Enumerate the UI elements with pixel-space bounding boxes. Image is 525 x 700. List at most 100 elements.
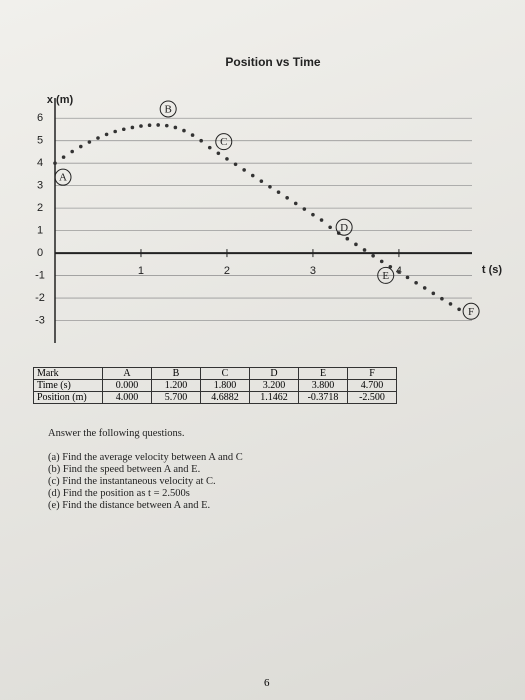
data-dot — [440, 296, 444, 301]
annotation-label: F — [468, 306, 474, 318]
chart-title: Position vs Time — [225, 55, 320, 69]
data-dot — [397, 270, 401, 274]
table-row: Time (s) 0.000 1.200 1.800 3.200 3.800 4.700 — [33, 379, 397, 392]
annotation-label: C — [220, 136, 227, 148]
y-axis-label: x (m) — [47, 94, 74, 106]
annotation-circle — [159, 100, 177, 118]
data-dot — [354, 242, 358, 247]
table-cell: 4.000 — [102, 391, 152, 404]
data-dot — [96, 136, 100, 140]
data-dot — [302, 207, 307, 211]
data-dot — [182, 128, 186, 133]
data-table: Mark A B C D E F Time (s) 0.000 1.200 1.800 3.200 3.… — [33, 367, 397, 404]
y-tick-label: -3 — [35, 314, 45, 326]
question: (c) Find the instantaneous velocity at C… — [48, 476, 216, 487]
table-cell: C — [200, 367, 250, 380]
x-tick-label: 1 — [138, 265, 144, 277]
y-tick-label: 5 — [37, 135, 43, 147]
data-dot — [268, 184, 272, 189]
table-cell: 5.700 — [151, 391, 201, 404]
y-tick-label: 1 — [37, 225, 43, 237]
data-dot — [285, 195, 289, 200]
data-dot — [362, 248, 367, 252]
question: (b) Find the speed between A and E. — [48, 464, 201, 475]
data-dot — [53, 161, 57, 165]
annotation-circle — [54, 168, 72, 186]
table-cell: -0.3718 — [298, 391, 348, 404]
data-dot — [61, 155, 66, 159]
data-dot — [225, 157, 229, 161]
table-row: Position (m) 4.000 5.700 4.6882 1.1462 -0.371… — [33, 391, 397, 404]
y-tick-label: 4 — [37, 157, 43, 169]
data-dot — [405, 275, 410, 280]
annotation-circle — [335, 218, 353, 236]
table-row: Mark A B C D E F — [33, 367, 397, 380]
table-cell: E — [298, 367, 348, 380]
data-dot — [276, 190, 281, 194]
page-number: 6 — [264, 677, 270, 689]
table-cell: 1.1462 — [249, 391, 299, 404]
annotation-label: B — [165, 104, 172, 116]
data-dot — [70, 149, 74, 154]
annotation-label: D — [340, 222, 348, 234]
data-dot — [164, 123, 169, 128]
table-cell: Time (s) — [33, 379, 103, 392]
table-cell: A — [102, 367, 152, 380]
data-dot — [216, 151, 221, 156]
data-dot — [328, 225, 332, 230]
data-dot — [259, 179, 264, 183]
table-cell: 3.200 — [249, 379, 299, 392]
y-tick-label: -1 — [35, 269, 45, 281]
chart: Position vs Time x (m) t (s) -3 -2 -1 0 1 2 3 4… — [35, 55, 503, 343]
questions-intro: Answer the following questions. — [48, 428, 185, 439]
data-dot — [457, 307, 461, 312]
table-cell: 1.800 — [200, 379, 250, 392]
data-dot — [104, 132, 109, 137]
y-tick-label: 2 — [37, 202, 43, 214]
data-dot — [130, 125, 135, 130]
data-dot — [250, 173, 255, 178]
data-dot — [345, 236, 350, 241]
data-dot — [121, 127, 126, 132]
data-dot — [78, 144, 83, 149]
question: (e) Find the distance between A and E. — [48, 500, 211, 511]
y-tick-label: 6 — [37, 112, 43, 124]
data-dot — [139, 124, 143, 128]
table-cell: Position (m) — [33, 391, 103, 404]
data-dot — [156, 123, 160, 127]
table-cell: Mark — [33, 367, 103, 380]
y-tick-label: 0 — [37, 247, 43, 259]
data-dot — [371, 253, 375, 258]
data-dot — [233, 162, 238, 167]
data-dot — [147, 123, 152, 127]
data-dot — [448, 302, 453, 306]
data-dot — [207, 145, 212, 150]
annotation-circle — [377, 266, 395, 284]
table-cell: 0.000 — [102, 379, 152, 392]
table-cell: 1.200 — [151, 379, 201, 392]
table-cell: D — [249, 367, 299, 380]
data-dot — [431, 291, 436, 296]
question: (a) Find the average velocity between A … — [48, 452, 243, 463]
data-dot — [388, 265, 393, 269]
data-dot — [414, 280, 418, 285]
data-dot — [87, 140, 92, 144]
y-tick-label: -2 — [35, 292, 45, 304]
annotation-circle — [215, 133, 233, 151]
data-dot — [311, 212, 315, 217]
data-dot — [190, 133, 195, 137]
data-dot — [422, 286, 427, 290]
data-dot — [293, 201, 298, 206]
x-axis-label: t (s) — [482, 264, 503, 276]
table-cell: -2.500 — [347, 391, 397, 404]
table-cell: F — [347, 367, 397, 380]
annotation-label: E — [382, 270, 389, 282]
table-cell: 4.6882 — [200, 391, 250, 404]
data-dot — [242, 168, 246, 172]
x-tick-label: 3 — [310, 265, 316, 277]
table-cell: B — [151, 367, 201, 380]
y-tick-label: 3 — [37, 180, 43, 192]
data-dot — [173, 125, 178, 130]
data-dot — [113, 129, 117, 134]
